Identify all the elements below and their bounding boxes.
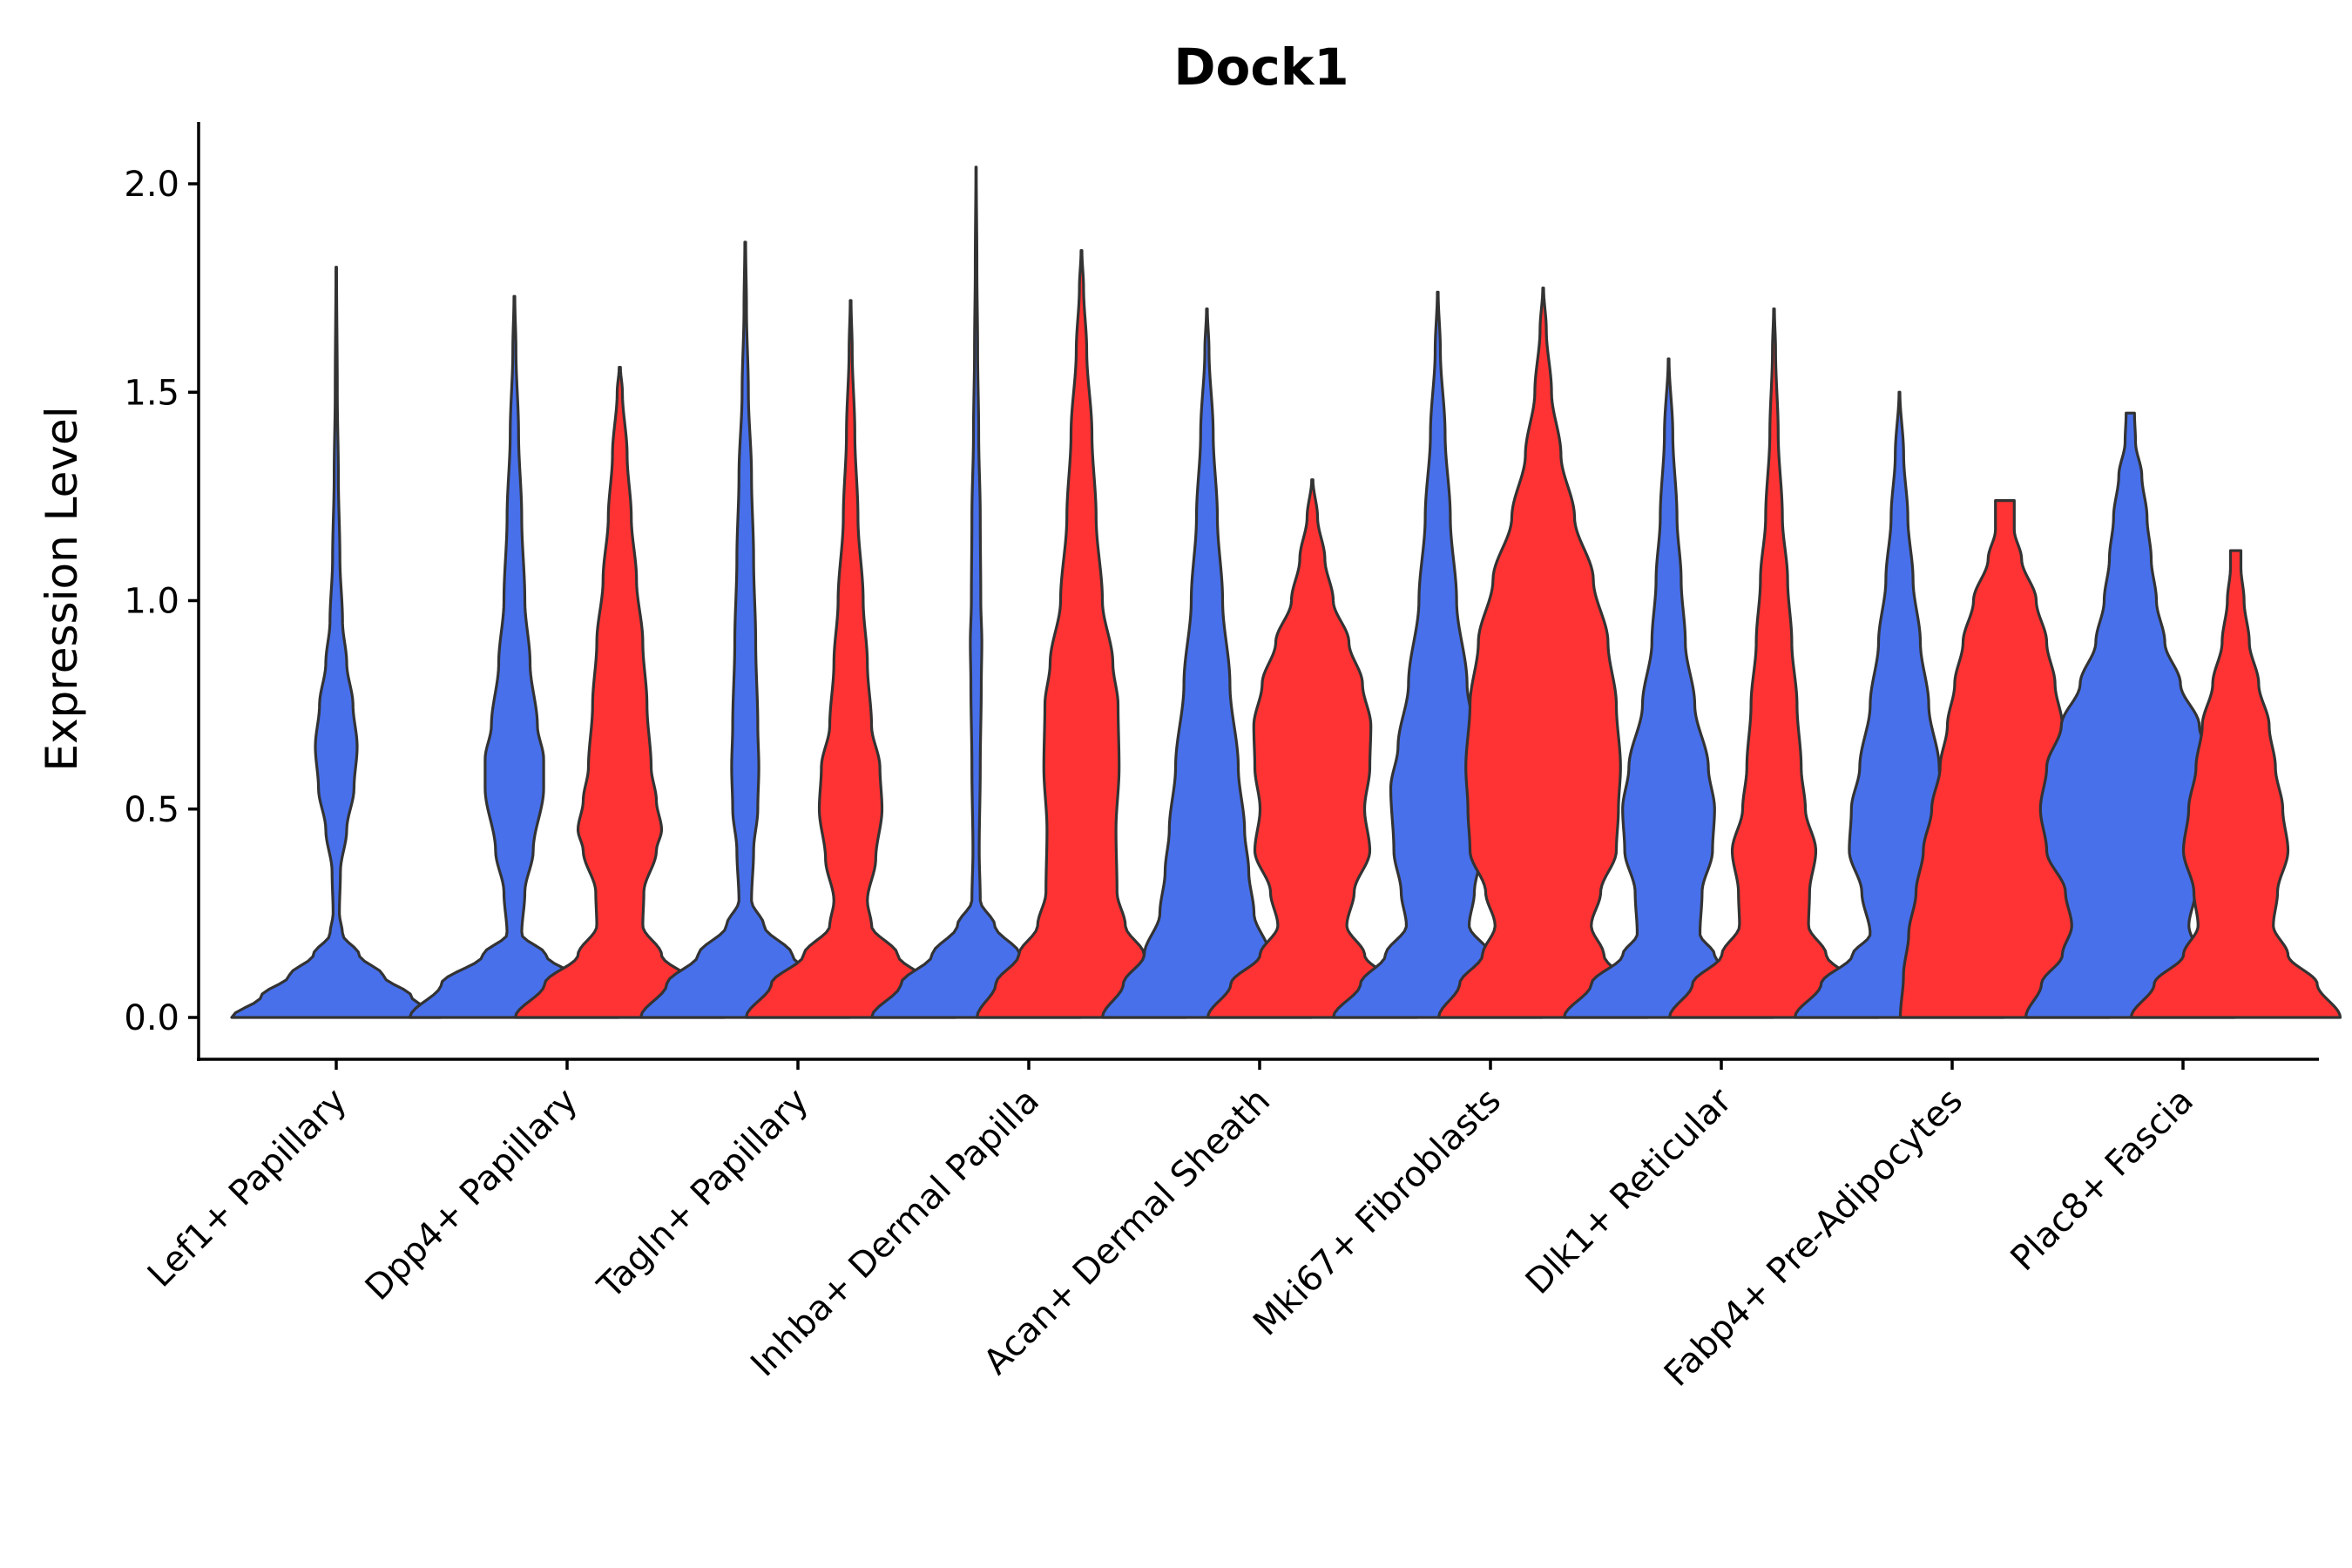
y-axis-label: Expression Level [37,406,87,771]
violin-right-1 [513,365,727,1019]
axes-layer [197,122,2319,1061]
y-tick-label: 0.0 [124,998,179,1038]
chart-title: Dock1 [1173,37,1348,97]
violin-left-4 [1100,307,1314,1019]
x-tick-label: Dpp4+ Papillary [358,1081,585,1308]
y-tick-label: 1.5 [124,373,179,413]
x-tick-label: Dlk1+ Reticular [1518,1080,1740,1302]
y-ticks-layer: 0.0 0.5 1.0 1.5 2.0 [124,165,199,1038]
violin-full-0 [230,266,443,1019]
violin-right-6 [1667,307,1881,1019]
x-tick-label: Plac8+ Fascia [2004,1081,2202,1280]
y-tick-label: 2.0 [124,165,179,205]
y-tick-label: 1.0 [124,582,179,622]
violin-left-3 [869,166,1083,1019]
violin-left-2 [639,240,852,1019]
violin-right-5 [1436,287,1650,1019]
violin-right-2 [744,299,957,1019]
violin-left-1 [408,294,621,1019]
y-tick-label: 0.5 [124,790,179,830]
x-tick-label: Tagln+ Papillary [590,1081,816,1308]
violin-left-6 [1562,357,1775,1019]
violins-layer [230,166,2342,1019]
violin-right-4 [1206,478,1419,1019]
violin-right-3 [975,248,1188,1019]
x-ticks-layer: Lef1+ Papillary Dpp4+ Papillary Tagln+ Pap… [140,1059,2201,1395]
x-tick-label: Mki67+ Fibroblasts [1246,1081,1509,1344]
x-tick-label: Lef1+ Papillary [140,1081,355,1295]
violin-right-8 [2129,549,2342,1019]
